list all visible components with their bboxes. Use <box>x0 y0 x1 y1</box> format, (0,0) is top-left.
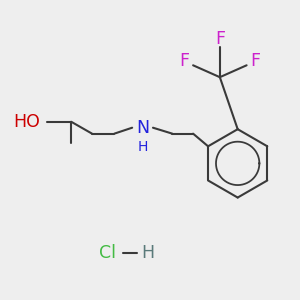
Text: N: N <box>136 119 149 137</box>
Text: H: H <box>141 244 154 262</box>
Text: F: F <box>215 29 225 47</box>
Text: Cl: Cl <box>99 244 116 262</box>
Text: F: F <box>250 52 260 70</box>
Text: H: H <box>137 140 148 154</box>
Text: HO: HO <box>13 113 40 131</box>
Text: F: F <box>179 52 189 70</box>
